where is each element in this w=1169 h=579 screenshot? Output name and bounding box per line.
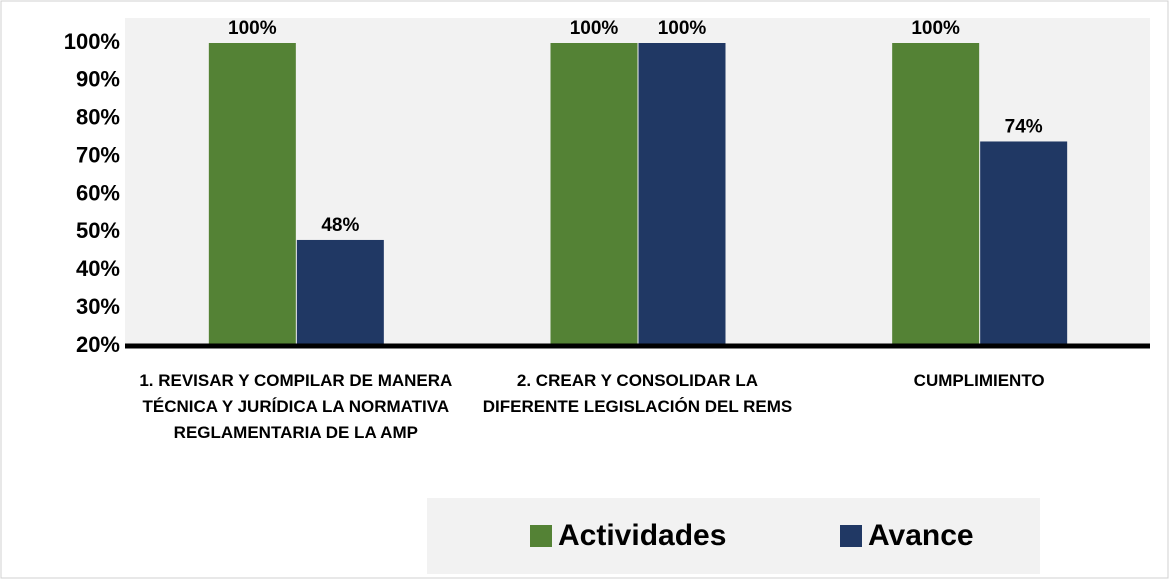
y-tick-label: 50% — [76, 218, 120, 243]
y-tick-label: 100% — [64, 29, 120, 54]
y-tick-label: 20% — [76, 332, 120, 357]
data-label: 100% — [658, 18, 707, 39]
x-tick-label: 2. CREAR Y CONSOLIDAR LA DIFERENTE LEGIS… — [482, 371, 793, 416]
y-tick-label: 90% — [76, 67, 120, 92]
legend-swatch — [840, 525, 862, 547]
x-tick-label: CUMPLIMIENTO — [913, 371, 1045, 390]
y-tick-label: 60% — [76, 180, 120, 205]
bar — [208, 43, 296, 346]
bar — [638, 43, 726, 346]
bar — [296, 239, 384, 346]
bar — [980, 141, 1068, 346]
data-label: 100% — [911, 18, 960, 39]
legend-label: Avance — [868, 519, 974, 552]
data-label: 100% — [228, 18, 277, 39]
data-label: 74% — [1005, 116, 1043, 137]
legend-box — [427, 498, 1040, 574]
data-label: 48% — [321, 215, 359, 236]
x-tick-label: 1. REVISAR Y COMPILAR DE MANERA TÉCNICA … — [139, 371, 453, 442]
y-tick-label: 30% — [76, 294, 120, 319]
legend-label: Actividades — [558, 519, 726, 552]
bar — [550, 43, 638, 346]
legend-swatch — [530, 525, 552, 547]
data-label: 100% — [570, 18, 619, 39]
y-tick-label: 40% — [76, 256, 120, 281]
bar — [892, 43, 980, 346]
y-tick-label: 80% — [76, 105, 120, 130]
y-tick-label: 70% — [76, 142, 120, 167]
